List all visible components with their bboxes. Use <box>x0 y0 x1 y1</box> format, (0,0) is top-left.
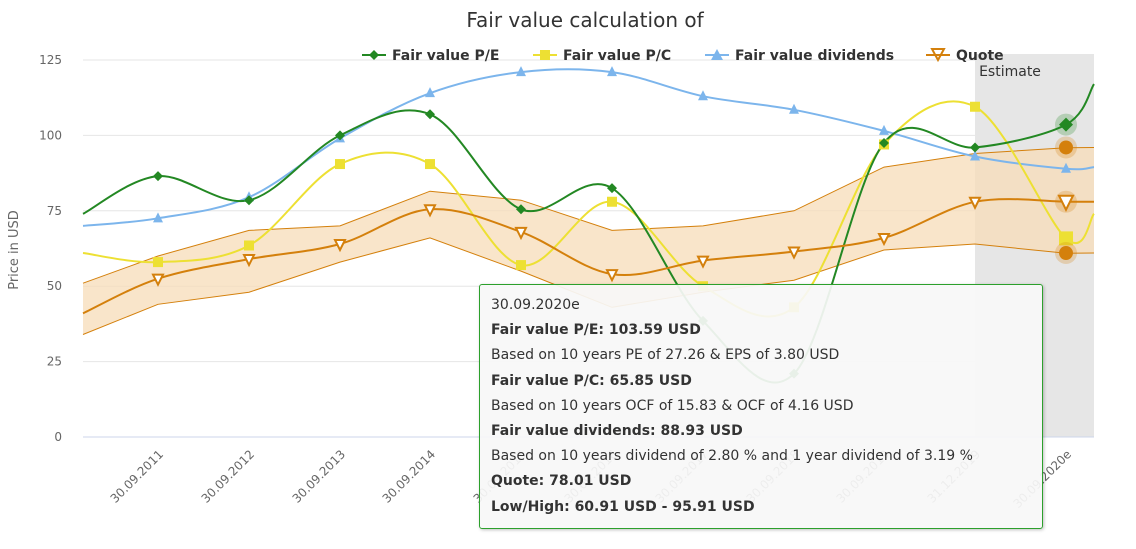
data-point <box>425 109 435 120</box>
tooltip-pe-detail: Based on 10 years PE of 27.26 & EPS of 3… <box>491 347 840 364</box>
data-point <box>514 226 528 241</box>
square-icon <box>540 50 550 60</box>
data-point <box>516 260 526 271</box>
legend-div-label: Fair value dividends <box>735 48 894 64</box>
data-point <box>1057 194 1075 212</box>
x-tick-label: 30.09.2013 <box>290 447 348 505</box>
y-tick-label: 50 <box>47 279 62 293</box>
triangle-icon <box>711 49 723 60</box>
data-point <box>607 66 617 77</box>
tooltip-pe-value: Fair value P/E: 103.59 USD <box>491 322 701 339</box>
data-point <box>1061 162 1071 173</box>
y-tick-label: 25 <box>47 355 62 369</box>
legend-item-quote[interactable]: Quote <box>926 48 1004 64</box>
band-low-point <box>1059 246 1073 261</box>
tooltip: 30.09.2020e Fair value P/E: 103.59 USD B… <box>479 284 1043 529</box>
data-point <box>516 66 526 77</box>
legend-item-pc[interactable]: Fair value P/C <box>533 48 671 64</box>
data-point <box>607 183 617 194</box>
data-point <box>153 257 163 268</box>
tooltip-pc-value: Fair value P/C: 65.85 USD <box>491 372 692 389</box>
x-tick-label: 30.09.2012 <box>199 447 257 505</box>
y-tick-label: 0 <box>54 430 62 444</box>
legend-pc-label: Fair value P/C <box>563 48 671 64</box>
data-point <box>242 254 256 268</box>
tooltip-div-detail: Based on 10 years dividend of 2.80 % and… <box>491 448 973 465</box>
data-point <box>153 212 163 223</box>
data-point <box>516 204 526 215</box>
tooltip-quote-value: Quote: 78.01 USD <box>491 473 632 490</box>
y-tick-label: 100 <box>39 128 62 142</box>
data-point <box>879 137 889 148</box>
data-point <box>153 171 163 182</box>
triangle-down-icon <box>930 48 946 63</box>
data-point <box>877 232 891 247</box>
data-point <box>244 195 254 206</box>
diamond-icon <box>369 50 379 60</box>
data-point <box>244 240 254 251</box>
chart-title: Fair value calculation of <box>466 8 704 32</box>
x-tick-label: 30.09.2014 <box>380 447 438 505</box>
data-point <box>425 87 435 98</box>
data-point <box>151 273 165 287</box>
legend-quote-label: Quote <box>956 48 1004 64</box>
data-point <box>333 238 347 253</box>
band-area <box>83 147 1094 335</box>
tooltip-date: 30.09.2020e <box>491 297 580 313</box>
data-point <box>1059 117 1073 132</box>
data-point <box>696 255 710 269</box>
y-axis-ticks: 0 25 50 75 100 125 <box>39 53 62 444</box>
data-point <box>968 196 982 210</box>
data-point <box>335 130 345 141</box>
legend-pe-label: Fair value P/E <box>392 48 499 64</box>
data-point <box>789 103 799 114</box>
data-point <box>607 196 617 207</box>
legend-item-pe[interactable]: Fair value P/E <box>362 48 499 64</box>
band-high-point <box>1059 140 1073 155</box>
tooltip-lowhigh-value: Low/High: 60.91 USD - 95.91 USD <box>491 498 755 515</box>
data-point <box>787 246 801 260</box>
data-point <box>698 90 708 101</box>
x-tick-label: 30.09.2011 <box>108 447 166 505</box>
data-point <box>1059 231 1073 246</box>
data-point <box>335 159 345 170</box>
legend: Fair value P/E Fair value P/C Fair value… <box>362 48 1004 64</box>
y-tick-label: 75 <box>47 204 62 218</box>
data-point <box>423 204 437 218</box>
data-point <box>970 150 980 161</box>
data-point <box>425 159 435 170</box>
data-point <box>970 101 980 112</box>
data-point <box>879 124 889 135</box>
legend-item-div[interactable]: Fair value dividends <box>705 48 894 64</box>
tooltip-div-value: Fair value dividends: 88.93 USD <box>491 423 743 440</box>
estimate-label: Estimate <box>979 64 1041 80</box>
series-line-0 <box>82 83 1095 384</box>
y-tick-label: 125 <box>39 53 62 67</box>
y-axis-label: Price in USD <box>7 210 22 290</box>
data-point <box>605 269 619 283</box>
tooltip-pc-detail: Based on 10 years OCF of 15.83 & OCF of … <box>491 397 854 414</box>
series-markers <box>151 66 1077 379</box>
data-point <box>970 142 980 153</box>
